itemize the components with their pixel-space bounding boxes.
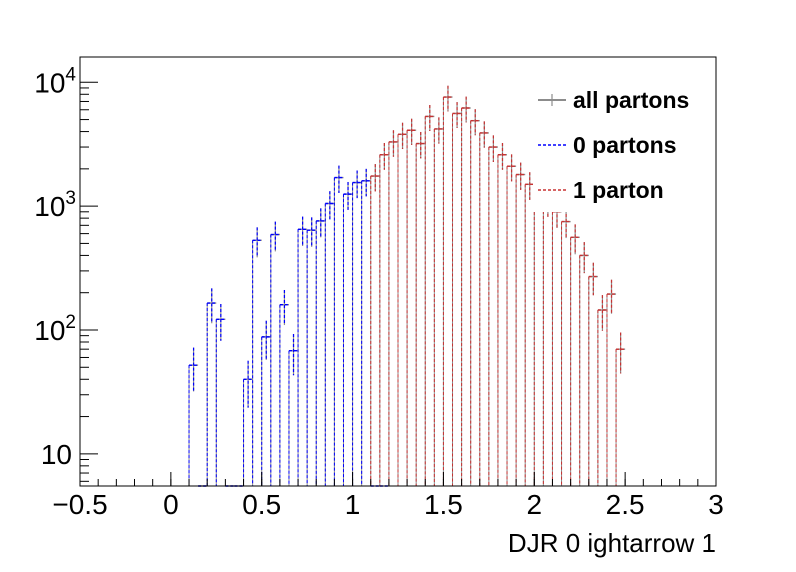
plot-frame [79, 56, 717, 487]
legend-label: all partons [573, 87, 689, 113]
series-1-parton [370, 85, 626, 486]
x-tick-label: 0 [163, 489, 179, 520]
y-tick-label: 10 [41, 439, 72, 470]
x-axis-title: DJR 0 ightarrow 1 [508, 528, 716, 558]
x-tick-label: 1 [345, 489, 361, 520]
x-tick-label: −0.5 [52, 489, 107, 520]
y-tick-label: 103 [34, 188, 76, 222]
y-tick-label: 104 [34, 64, 76, 98]
x-tick-label: 3 [708, 489, 724, 520]
axes: −0.5 0 0.5 1 1.5 2 2.5 3 10 102 103 104 [34, 64, 724, 520]
x-tick-label: 1.5 [424, 489, 463, 520]
legend: all partons 0 partons 1 parton [538, 87, 689, 203]
y-tick-label: 102 [34, 312, 76, 346]
x-tick-label: 2 [526, 489, 542, 520]
legend-label: 0 partons [573, 132, 677, 158]
legend-label: 1 parton [573, 177, 664, 203]
x-tick-label: 0.5 [242, 489, 281, 520]
x-tick-label: 2.5 [606, 489, 645, 520]
